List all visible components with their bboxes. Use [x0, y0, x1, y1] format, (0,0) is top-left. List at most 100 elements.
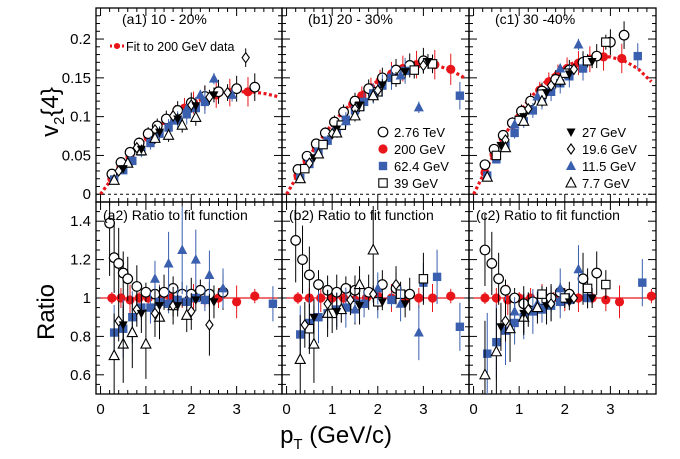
data-point-diamond-open	[546, 79, 556, 92]
data-point-triangle-blue	[532, 90, 543, 101]
data-point-square-blue	[546, 87, 556, 97]
data-point-diamond-open	[373, 84, 383, 97]
data-point-triangle-down	[496, 323, 506, 332]
data-point-triangle-blue	[340, 115, 351, 126]
data-point-triangle-open	[479, 368, 491, 380]
y-tick-label-top: 0.15	[62, 70, 91, 87]
legend-marker-triangle-open	[565, 176, 577, 188]
data-point-triangle-blue	[227, 89, 238, 99]
data-point-square-blue	[537, 305, 547, 314]
data-point-triangle-open	[312, 147, 325, 159]
data-point-circle-open	[194, 284, 206, 296]
data-point-circle-red	[316, 293, 326, 303]
data-point-triangle-down	[191, 102, 201, 111]
data-point-circle-red	[617, 53, 627, 64]
data-point-diamond-open	[419, 59, 428, 72]
data-point-diamond-open	[524, 303, 533, 316]
data-layer	[292, 47, 465, 184]
data-point-square-blue	[341, 303, 351, 312]
data-point-diamond-open	[346, 293, 355, 306]
data-point-triangle-blue	[509, 305, 520, 316]
data-point-square-blue	[455, 322, 465, 331]
data-point-circle-open	[577, 273, 589, 285]
data-point-circle-red	[427, 293, 438, 303]
y-tick-label-top: 0.2	[70, 31, 91, 48]
legend-b: 2.76 TeV 200 GeV 62.4 GeV 39 GeV	[377, 125, 449, 191]
data-point-circle-red	[646, 291, 656, 301]
data-point-diamond-open	[305, 157, 314, 170]
data-point-triangle-blue	[413, 101, 424, 112]
panels-layer: (a1) 10 - 20% (b1) 20 - 30% (c1) 30 -40% (a…	[95, 7, 657, 395]
data-point-diamond-open	[368, 288, 378, 301]
data-point-square-open	[409, 65, 420, 75]
y-tick-label-top: 0	[83, 186, 91, 203]
panel-label: (c2) Ratio to fit function	[476, 207, 620, 223]
data-point-triangle-down	[118, 321, 128, 330]
data-point-triangle-blue	[573, 38, 584, 49]
data-point-circle-red	[414, 293, 424, 303]
data-point-square-blue	[146, 138, 155, 148]
data-point-triangle-open	[139, 337, 152, 349]
data-point-triangle-down	[423, 58, 433, 67]
data-point-circle-open	[479, 159, 491, 171]
data-point-circle-red	[116, 293, 126, 303]
legend-fit: Fit to 200 GeV data	[110, 40, 234, 54]
legend-marker-circle-open	[377, 126, 389, 138]
data-point-triangle-blue	[413, 327, 424, 337]
data-point-triangle-open	[162, 128, 175, 140]
data-point-triangle-down	[173, 115, 183, 124]
data-point-circle-open	[142, 128, 154, 140]
x-tick-label: 3	[232, 401, 240, 418]
x-tick-label: 0	[96, 401, 104, 418]
data-point-triangle-down	[587, 294, 597, 303]
panel-bottom-1: (b2) Ratio to fit function	[281, 201, 470, 395]
data-point-diamond-open	[546, 297, 556, 310]
data-point-circle-open	[479, 244, 491, 256]
y-axis-title-top: v2{4}	[37, 87, 68, 137]
y-tick-label-bottom: 0.6	[70, 367, 91, 384]
data-point-circle-open	[122, 273, 134, 285]
data-point-circle-open	[591, 267, 603, 279]
legend-marker-triangle-down	[566, 128, 576, 137]
data-point-triangle-open	[294, 352, 307, 364]
data-point-circle-open	[338, 106, 349, 118]
y-tick-label-top: 0.1	[70, 109, 91, 126]
data-point-triangle-down	[542, 89, 552, 98]
data-point-triangle-open	[108, 173, 121, 185]
y-axis-title-bottom: Ratio	[33, 284, 60, 340]
data-point-triangle-down	[587, 58, 597, 67]
data-point-triangle-open	[149, 131, 161, 143]
data-point-triangle-open	[367, 243, 380, 255]
legend-label: 39 GeV	[394, 176, 438, 191]
data-point-diamond-open	[205, 318, 214, 331]
x-tick-label: 2	[187, 401, 195, 418]
data-point-triangle-open	[504, 322, 516, 334]
data-point-triangle-open	[481, 170, 494, 182]
data-point-triangle-open	[176, 118, 189, 130]
x-tick-label: 0	[469, 401, 477, 418]
data-point-triangle-blue	[208, 73, 219, 83]
x-tick-label: 2	[374, 401, 382, 418]
data-point-circle-open	[297, 254, 308, 266]
data-point-diamond-open	[524, 102, 533, 115]
x-axis-title: pT (GeV/c)	[280, 422, 392, 453]
data-layer	[106, 48, 261, 185]
data-point-circle-open	[500, 284, 511, 296]
data-point-triangle-blue	[372, 282, 383, 293]
data-point-triangle-open	[330, 126, 343, 138]
data-point-triangle-down	[209, 91, 219, 100]
data-point-triangle-blue	[573, 263, 584, 274]
y-tick-label-bottom: 1.2	[70, 252, 91, 269]
data-point-circle-open	[618, 29, 630, 41]
legend-label: 62.4 GeV	[394, 159, 449, 174]
data-point-triangle-blue	[509, 118, 520, 129]
data-point-triangle-open	[536, 94, 548, 106]
legend-label: 200 GeV	[394, 142, 446, 157]
data-point-square-blue	[510, 128, 519, 138]
data-point-square-blue	[164, 299, 173, 308]
y-tick-label-bottom: 0.8	[70, 328, 91, 345]
legend-label: 19.6 GeV	[582, 142, 637, 157]
panel-label: (c1) 30 -40%	[495, 11, 575, 27]
data-point-circle-open	[486, 258, 498, 269]
legend-marker-triangle-blue	[566, 160, 576, 170]
